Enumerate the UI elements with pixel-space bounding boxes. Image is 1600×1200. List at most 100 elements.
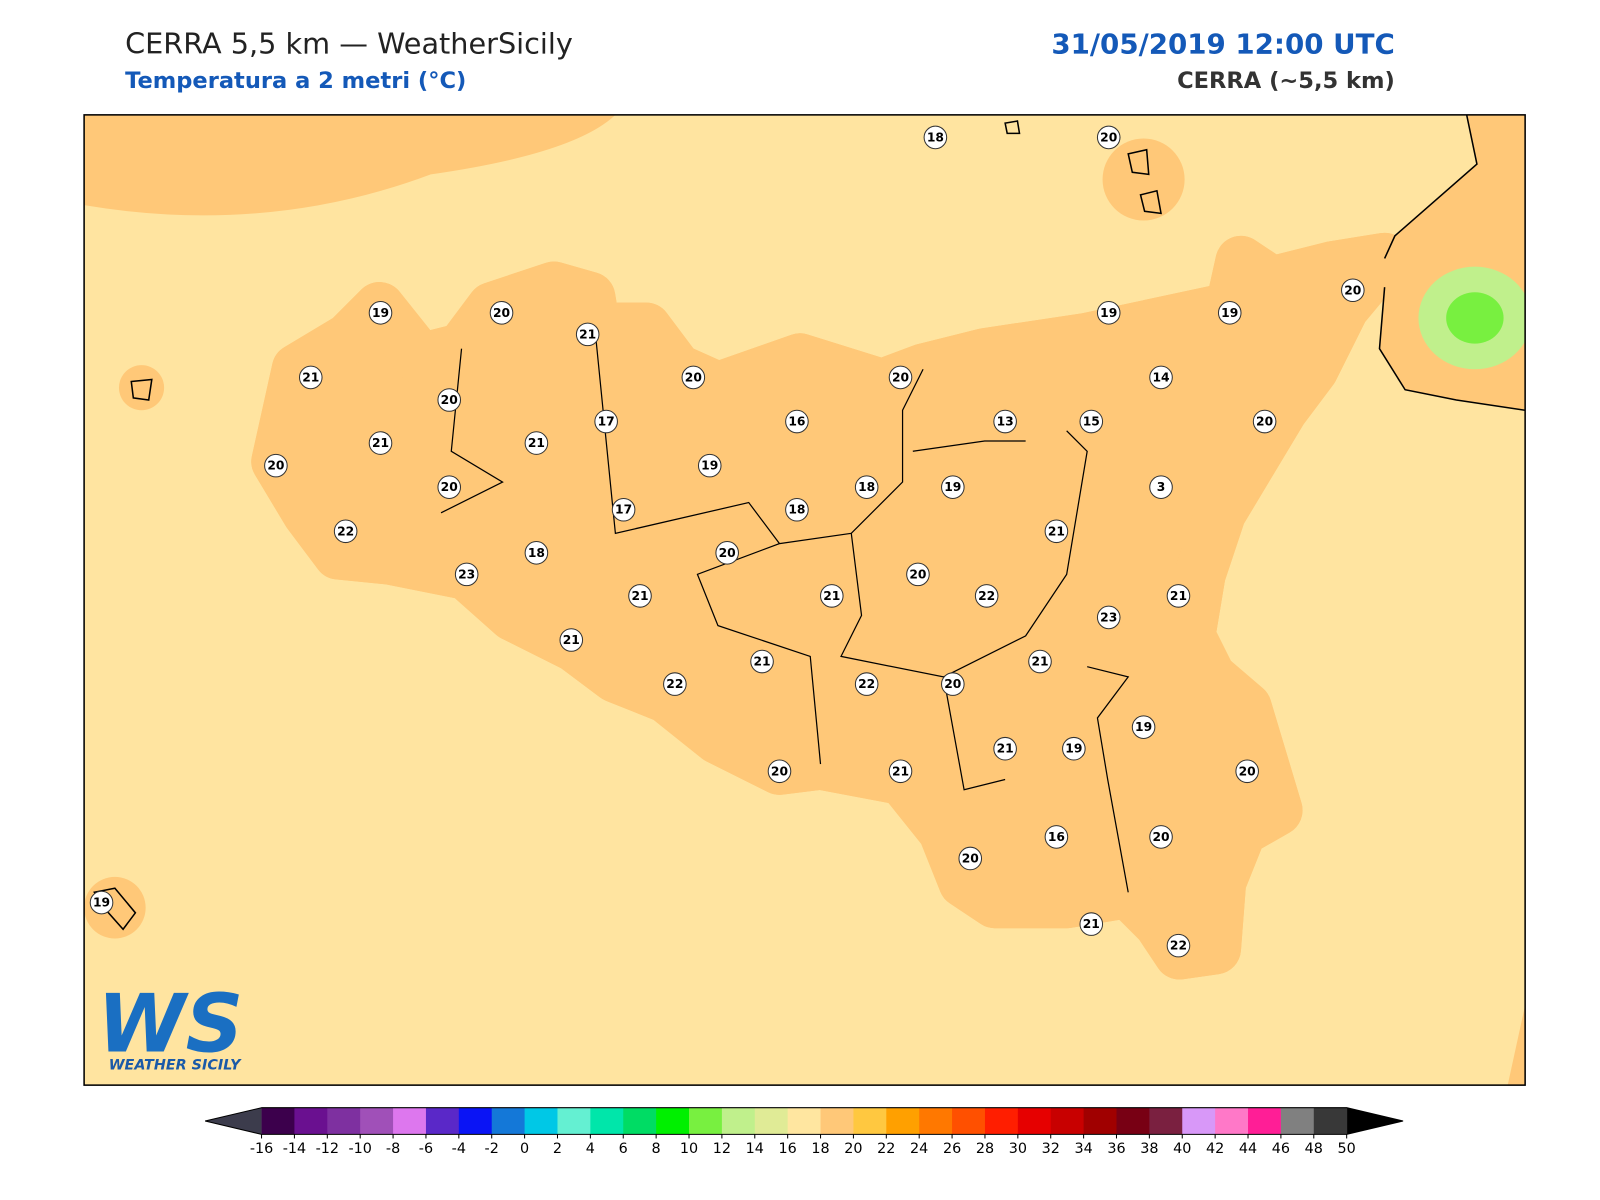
station-marker — [993, 409, 1017, 434]
colorbar-tick-label: 50 — [1338, 1141, 1356, 1157]
station-value: 20 — [771, 764, 788, 778]
station-value: 20 — [1256, 415, 1273, 429]
station-marker — [1149, 475, 1173, 499]
province-border — [440, 328, 1130, 893]
colorbar-swatch — [1215, 1107, 1249, 1135]
colorbar-tick-label: 22 — [877, 1141, 895, 1157]
station-marker — [1096, 605, 1121, 630]
date: 31/05/2019 12:00 UTC — [1051, 27, 1394, 60]
station-value: 21 — [892, 764, 909, 778]
station-value: 19 — [944, 480, 961, 494]
station-marker — [854, 475, 879, 499]
colorbar-tick-label: 46 — [1272, 1141, 1290, 1157]
station-value: 21 — [1048, 524, 1065, 538]
station-marker — [1149, 825, 1173, 849]
station-marker — [1096, 301, 1121, 325]
station-marker — [1131, 715, 1156, 739]
colorbar-swatch — [458, 1107, 493, 1135]
station-value: 20 — [944, 677, 961, 691]
station-marker — [1079, 912, 1104, 936]
colorbar-swatch — [1083, 1107, 1118, 1135]
station-value: 14 — [1152, 370, 1169, 384]
colorbar-swatch — [754, 1107, 789, 1135]
colorbar-swatch — [1050, 1107, 1085, 1135]
island-field — [1102, 138, 1185, 221]
station-value: 19 — [1135, 720, 1152, 734]
station-marker — [559, 628, 584, 652]
station-marker — [974, 584, 999, 608]
colorbar-swatch — [327, 1107, 361, 1135]
station-value: 21 — [1170, 589, 1187, 603]
colorbar-swatch — [1149, 1107, 1183, 1135]
colorbar-tick-label: 34 — [1074, 1141, 1092, 1157]
station-value: 20 — [267, 459, 284, 473]
model: CERRA (~5,5 km) — [1177, 68, 1395, 94]
field — [84, 114, 616, 216]
station-marker — [888, 365, 913, 390]
colorbar-swatch — [491, 1107, 526, 1135]
station-marker — [906, 562, 930, 587]
colorbar-tick-label: -2 — [485, 1141, 499, 1157]
station-marker — [1341, 278, 1365, 303]
colorbar-tick-label: -14 — [283, 1141, 306, 1157]
title: CERRA 5,5 km — WeatherSicily — [125, 26, 573, 60]
colorbar-swatch — [853, 1107, 887, 1135]
station-marker — [454, 562, 479, 587]
station-value: 20 — [1344, 283, 1361, 297]
colorbar-swatch — [524, 1107, 558, 1135]
station-marker — [1028, 649, 1052, 674]
station-value: 21 — [1083, 917, 1100, 931]
colorbar-tick-label: 20 — [844, 1141, 862, 1157]
colorbar-tick-label: 0 — [520, 1141, 529, 1157]
station-marker — [89, 890, 114, 915]
colorbar-over — [1346, 1107, 1404, 1135]
station-marker — [1235, 759, 1259, 784]
station-value: 21 — [631, 589, 648, 603]
station-marker — [663, 672, 687, 696]
station-value: 17 — [598, 415, 615, 429]
station-value: 13 — [997, 415, 1014, 429]
station-marker — [958, 846, 983, 871]
station-value: 22 — [858, 677, 875, 691]
colorbar-swatch — [294, 1107, 328, 1135]
colorbar-tick-label: 24 — [910, 1141, 928, 1157]
station-marker — [611, 497, 636, 522]
station-marker — [819, 584, 844, 608]
station-value: 18 — [528, 546, 545, 560]
colorbar-swatch — [1116, 1107, 1150, 1135]
colorbar-swatch — [1280, 1107, 1315, 1135]
station-value: 19 — [372, 306, 389, 320]
colorbar-tick-label: -10 — [348, 1141, 371, 1157]
logo-name: WEATHER SICILY — [109, 1058, 242, 1074]
station-marker — [854, 672, 879, 696]
station-value: 15 — [1083, 415, 1100, 429]
colorbar-swatch — [952, 1107, 986, 1135]
station-value: 19 — [1065, 742, 1082, 756]
station-marker — [628, 584, 652, 608]
station-value: 19 — [1221, 306, 1238, 320]
cool-field — [1446, 292, 1504, 344]
station-marker — [575, 322, 600, 347]
station-value: 21 — [753, 655, 770, 669]
station-value: 20 — [719, 546, 736, 560]
colorbar-tick-label: 4 — [586, 1141, 595, 1157]
colorbar-swatch — [623, 1107, 657, 1135]
station-value: 21 — [823, 589, 840, 603]
station-value: 16 — [788, 415, 805, 429]
station-value: 20 — [1239, 764, 1256, 778]
colorbar-swatch — [689, 1107, 723, 1135]
station-value: 20 — [441, 393, 458, 407]
colorbar-tick-label: 14 — [746, 1141, 764, 1157]
station-marker — [993, 736, 1017, 761]
colorbar-swatch — [1248, 1107, 1282, 1135]
station-marker — [1166, 933, 1191, 958]
map-area: 18 20 19 20 21 19 19 20 21 20 20 20 14 17 16 13 15 20 21 21… — [84, 114, 1526, 1086]
station-value: 17 — [615, 503, 632, 517]
station-marker — [437, 388, 462, 412]
station-marker — [715, 541, 739, 565]
station-value: 20 — [1100, 130, 1117, 144]
colorbar-tick-label: 18 — [811, 1141, 829, 1157]
station-value: 22 — [1170, 939, 1187, 953]
